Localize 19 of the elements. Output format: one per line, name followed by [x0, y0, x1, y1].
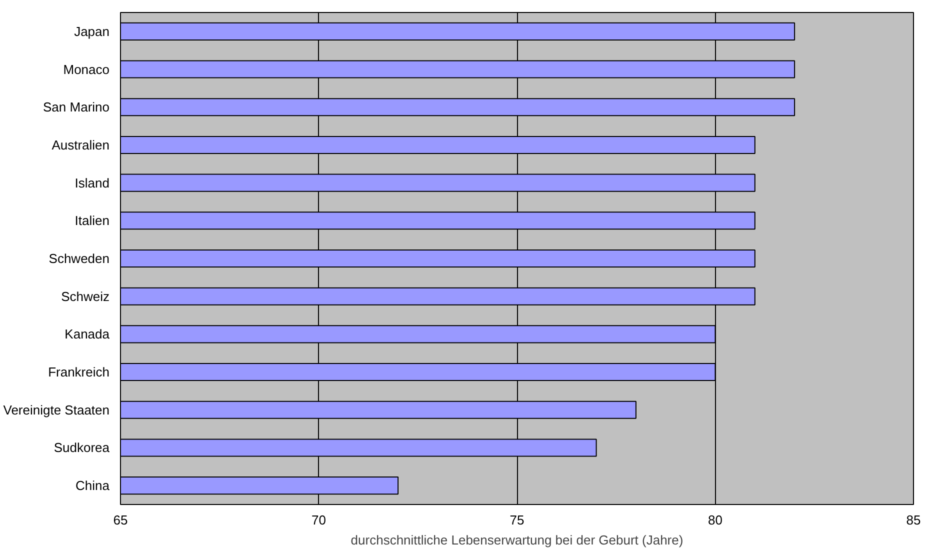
y-tick-label: Frankreich — [48, 364, 110, 380]
x-tick-label: 75 — [510, 512, 524, 528]
y-tick-label: Island — [74, 175, 110, 190]
x-axis-title: durchschnittliche Lebenserwartung bei der Geburt (Jahre) — [350, 532, 684, 548]
y-tick-label: San Marino — [43, 100, 110, 115]
x-tick-label: 80 — [708, 512, 722, 528]
x-tick-label: 65 — [113, 512, 128, 528]
y-tick-label: Vereinigte Staaten — [3, 402, 110, 418]
x-tick-label: 70 — [312, 512, 326, 528]
y-tick-label: Schweiz — [61, 288, 110, 304]
y-tick-label: Schweden — [48, 251, 110, 266]
y-tick-label: Italien — [74, 213, 110, 228]
y-tick-label: China — [76, 478, 110, 494]
y-tick-label: Kanada — [64, 326, 110, 342]
y-tick-label: Japan — [74, 24, 110, 39]
y-tick-label: Monaco — [63, 62, 110, 77]
x-tick-label: 85 — [906, 512, 921, 528]
y-tick-label: Sudkorea — [54, 440, 110, 456]
y-tick-label: Australien — [52, 137, 110, 152]
